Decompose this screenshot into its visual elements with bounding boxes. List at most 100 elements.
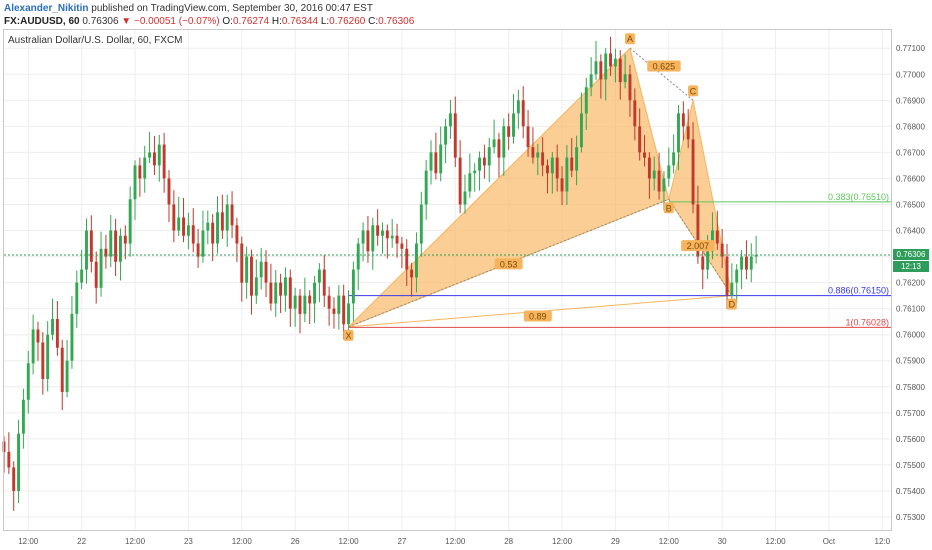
candle-body bbox=[424, 170, 428, 205]
candle-body bbox=[279, 282, 283, 296]
author-link[interactable]: Alexander_Nikitin bbox=[4, 3, 89, 14]
y-tick-label: 0.76000 bbox=[896, 331, 925, 340]
candle-body bbox=[65, 360, 69, 392]
y-tick-label: 0.75500 bbox=[896, 461, 925, 470]
candle-body bbox=[60, 347, 64, 392]
candle-body bbox=[638, 126, 642, 153]
candle-body bbox=[434, 152, 438, 174]
candle-body bbox=[715, 230, 719, 244]
candle-body bbox=[2, 441, 6, 452]
candle-body bbox=[473, 170, 477, 174]
candle-body bbox=[385, 230, 389, 239]
chart-title: Australian Dollar/U.S. Dollar, 60, FXCM bbox=[8, 35, 183, 46]
candle-body bbox=[643, 152, 646, 158]
open-label: O: bbox=[222, 16, 233, 27]
candle-body bbox=[594, 61, 598, 75]
candle-body bbox=[143, 157, 147, 179]
candle-body bbox=[313, 282, 317, 304]
candle-body bbox=[196, 243, 200, 257]
candle-body bbox=[444, 126, 448, 145]
candle-body bbox=[744, 256, 748, 270]
candle-body bbox=[555, 157, 559, 179]
ratio-badge bbox=[681, 240, 715, 252]
candle-body bbox=[482, 157, 486, 166]
candle-body bbox=[453, 113, 457, 158]
price-change: −0.00051 (−0.07%) bbox=[133, 16, 220, 27]
candle-body bbox=[579, 113, 583, 148]
candle-body bbox=[245, 256, 249, 283]
candle-body bbox=[681, 113, 685, 127]
candle-body bbox=[390, 235, 394, 239]
candle-body bbox=[628, 74, 632, 101]
publish-line: Alexander_Nikitin published on TradingVi… bbox=[4, 3, 373, 14]
candle-body bbox=[662, 178, 666, 192]
candle-body bbox=[293, 295, 297, 309]
candle-body bbox=[730, 282, 734, 296]
candle-body bbox=[395, 235, 399, 244]
ratio-badge bbox=[523, 310, 552, 322]
x-tick-label: 12:00 bbox=[552, 537, 573, 546]
x-tick-label: 12:00 bbox=[18, 537, 39, 546]
candle-body bbox=[691, 139, 695, 205]
candle-body bbox=[264, 261, 268, 283]
candle-body bbox=[749, 256, 753, 270]
candle-body bbox=[303, 295, 307, 314]
candle-body bbox=[351, 269, 355, 304]
open-value: 0.76274 bbox=[232, 16, 270, 27]
candle-body bbox=[186, 225, 190, 236]
candle-body bbox=[138, 165, 142, 179]
candle-body bbox=[167, 178, 171, 205]
candle-body bbox=[327, 295, 331, 309]
candle-body bbox=[487, 147, 491, 166]
candle-body bbox=[254, 277, 258, 296]
candle-body bbox=[405, 248, 409, 270]
y-tick-label: 0.75600 bbox=[896, 435, 925, 444]
candle-body bbox=[478, 157, 481, 171]
low-value: 0.76260 bbox=[329, 16, 366, 27]
candle-body bbox=[589, 74, 593, 88]
candle-body bbox=[177, 217, 181, 231]
candle-body bbox=[497, 139, 501, 158]
candle-body bbox=[89, 230, 93, 262]
candle-body bbox=[114, 230, 118, 262]
candle-body bbox=[419, 204, 423, 244]
candle-body bbox=[119, 235, 122, 262]
candle-body bbox=[735, 269, 739, 283]
candle-body bbox=[250, 256, 253, 296]
candle-body bbox=[609, 53, 613, 67]
y-tick-label: 0.76400 bbox=[896, 227, 925, 236]
candle-body bbox=[288, 277, 292, 309]
candle-body bbox=[507, 126, 511, 137]
candle-body bbox=[526, 126, 530, 148]
candle-body bbox=[148, 152, 152, 158]
candle-body bbox=[230, 204, 234, 226]
candle-body bbox=[157, 144, 161, 166]
candle-body bbox=[463, 191, 467, 205]
candle-body bbox=[162, 144, 166, 179]
y-tick-label: 0.76600 bbox=[896, 174, 925, 183]
candle-body bbox=[152, 152, 156, 166]
close-label: C: bbox=[368, 16, 379, 27]
fib-level-label: 0.383(0.76510) bbox=[828, 192, 889, 202]
last-price-tag: 0.76306 bbox=[893, 249, 929, 260]
candle-body bbox=[274, 282, 278, 304]
y-tick-label: 0.77000 bbox=[896, 70, 925, 79]
candle-body bbox=[70, 313, 74, 361]
candle-body bbox=[604, 53, 608, 80]
x-tick-label: 12:00 bbox=[232, 537, 253, 546]
candle-body bbox=[502, 126, 506, 158]
symbol-label[interactable]: FX:AUDUSD, 60 bbox=[4, 16, 80, 27]
candle-body bbox=[94, 261, 98, 288]
candle-body bbox=[12, 467, 16, 491]
high-label: H: bbox=[271, 16, 282, 27]
candle-body bbox=[216, 212, 219, 244]
candle-body bbox=[109, 230, 113, 257]
candle-body bbox=[492, 139, 496, 148]
high-value: 0.76344 bbox=[281, 16, 319, 27]
candle-body bbox=[26, 363, 30, 400]
pattern-point-c: C bbox=[690, 86, 697, 96]
pattern-point-badge bbox=[726, 298, 737, 310]
candle-body bbox=[123, 235, 127, 244]
candle-body bbox=[104, 248, 108, 257]
